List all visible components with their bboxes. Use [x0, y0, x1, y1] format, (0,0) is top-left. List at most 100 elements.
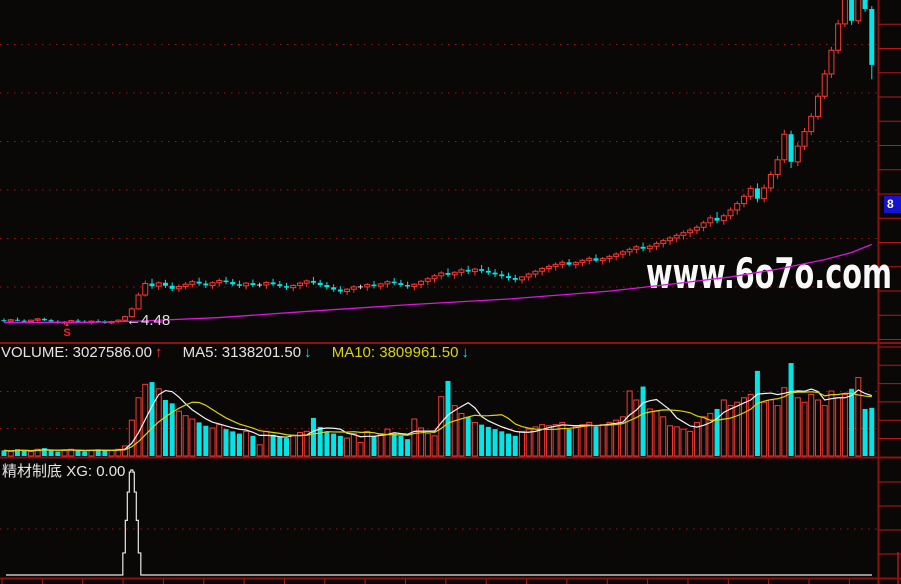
candle-body-up: [418, 280, 425, 285]
volume-bars-group: [1, 363, 875, 457]
candle-body-up: [572, 262, 579, 266]
candle-body-down: [250, 283, 256, 286]
volume-bar-up: [189, 418, 196, 457]
candle-body-up: [687, 229, 694, 234]
volume-bar-up: [518, 430, 525, 457]
volume-bar-up: [256, 444, 263, 457]
candle-body-up: [424, 278, 431, 282]
candle-body-up: [142, 283, 149, 296]
candle-body-down: [405, 285, 411, 287]
volume-bar-up: [586, 421, 593, 457]
candle-body-up: [707, 217, 714, 224]
candle-body-down: [862, 0, 868, 9]
candle-body-up: [189, 281, 196, 285]
candle-body-up: [606, 255, 613, 260]
volume-bar-up: [761, 401, 768, 457]
candle-body-up: [128, 308, 135, 318]
candle-body-up: [296, 282, 303, 286]
volume-ma10-line: [3, 391, 872, 452]
candle-body-down: [236, 284, 242, 286]
candle-body-down: [465, 269, 471, 272]
candle-body-down: [310, 280, 316, 283]
volume-bar-down: [445, 380, 451, 456]
volume-bar-up: [471, 421, 478, 457]
candle-body-down: [41, 318, 47, 321]
price-ma-long-line: [4, 243, 873, 324]
volume-bar-up: [216, 424, 223, 457]
candle-body-up: [774, 159, 781, 175]
candle-body-up: [599, 258, 606, 262]
volume-bar-up: [350, 433, 357, 457]
candle-body-down: [445, 272, 451, 275]
candle-body-up: [364, 284, 371, 288]
indicator-name-label: 精材制底: [2, 463, 63, 480]
volume-bar-up: [364, 430, 371, 457]
volume-bar-up: [384, 428, 391, 457]
axis-ticks: [1, 23, 901, 584]
volume-bar-up: [606, 421, 613, 457]
volume-bar-down: [506, 433, 512, 456]
volume-bar-up: [532, 426, 539, 457]
volume-bar-down: [169, 403, 175, 456]
volume-bar-up: [821, 405, 828, 457]
volume-bar-up: [545, 425, 552, 457]
volume-bar-down: [1, 450, 7, 456]
candle-body-up: [135, 294, 142, 310]
price-panel-surface[interactable]: [0, 0, 878, 343]
volume-bar-down: [310, 417, 316, 456]
candle-body-down: [593, 258, 599, 261]
candle-body-down: [270, 282, 276, 285]
candle-body-up: [586, 257, 593, 261]
volume-bar-down: [788, 363, 794, 456]
candle-body-down: [506, 276, 512, 279]
candle-body-down: [492, 272, 498, 275]
candle-body-down: [223, 280, 229, 283]
volume-bar-down: [479, 424, 485, 456]
candle-body-down: [196, 281, 202, 284]
volume-ma5-label: MA5: 3138201.50: [182, 344, 302, 361]
volume-bar-up: [646, 408, 653, 457]
right-axis-price-badge: 8: [884, 196, 901, 213]
candle-body-up: [814, 95, 821, 117]
volume-bar-down: [593, 426, 599, 456]
volume-ma-lines: [3, 388, 872, 452]
volume-bar-down: [196, 422, 202, 456]
signal-marker: ▲ S: [60, 321, 74, 339]
candle-body-up: [377, 283, 384, 287]
volume-bar-down: [230, 431, 236, 456]
volume-bar-down: [14, 449, 20, 456]
candle-body-up: [633, 246, 640, 250]
candle-body-up: [545, 265, 552, 269]
indicator-panel-surface[interactable]: [0, 458, 878, 578]
candle-body-up: [653, 242, 660, 247]
candle-body-up: [350, 286, 357, 290]
volume-bar-up: [781, 387, 788, 457]
volume-bar-down: [236, 433, 242, 456]
candle-body-up: [613, 253, 620, 257]
volume-bar-down: [95, 449, 101, 456]
candle-body-up: [559, 261, 566, 265]
candle-body-up: [539, 267, 546, 272]
volume-bar-up: [525, 428, 532, 457]
candle-body-up: [532, 270, 539, 275]
volume-bar-down: [317, 426, 323, 456]
volume-bar-up: [458, 412, 465, 457]
volume-bar-down: [250, 435, 256, 456]
candle-body-down: [714, 217, 720, 221]
signal-letter: S: [63, 327, 71, 339]
candle-body-down: [479, 269, 485, 271]
candle-body-up: [646, 245, 653, 250]
volume-panel-header: VOLUME: 3027586.00 ↑ MA5: 3138201.50 ↓ MA1…: [1, 344, 472, 361]
candle-body-up: [801, 131, 808, 147]
volume-bar-down: [391, 433, 397, 456]
volume-bar-up: [243, 430, 250, 457]
candle-body-up: [384, 281, 391, 285]
candle-body-down: [391, 281, 397, 284]
candle-body-up: [841, 0, 848, 25]
volume-bar-up: [740, 397, 747, 457]
candle-body-down: [331, 287, 337, 290]
candle-body-down: [169, 285, 175, 289]
candle-body-up: [727, 209, 734, 217]
volume-bar-up: [619, 416, 626, 457]
